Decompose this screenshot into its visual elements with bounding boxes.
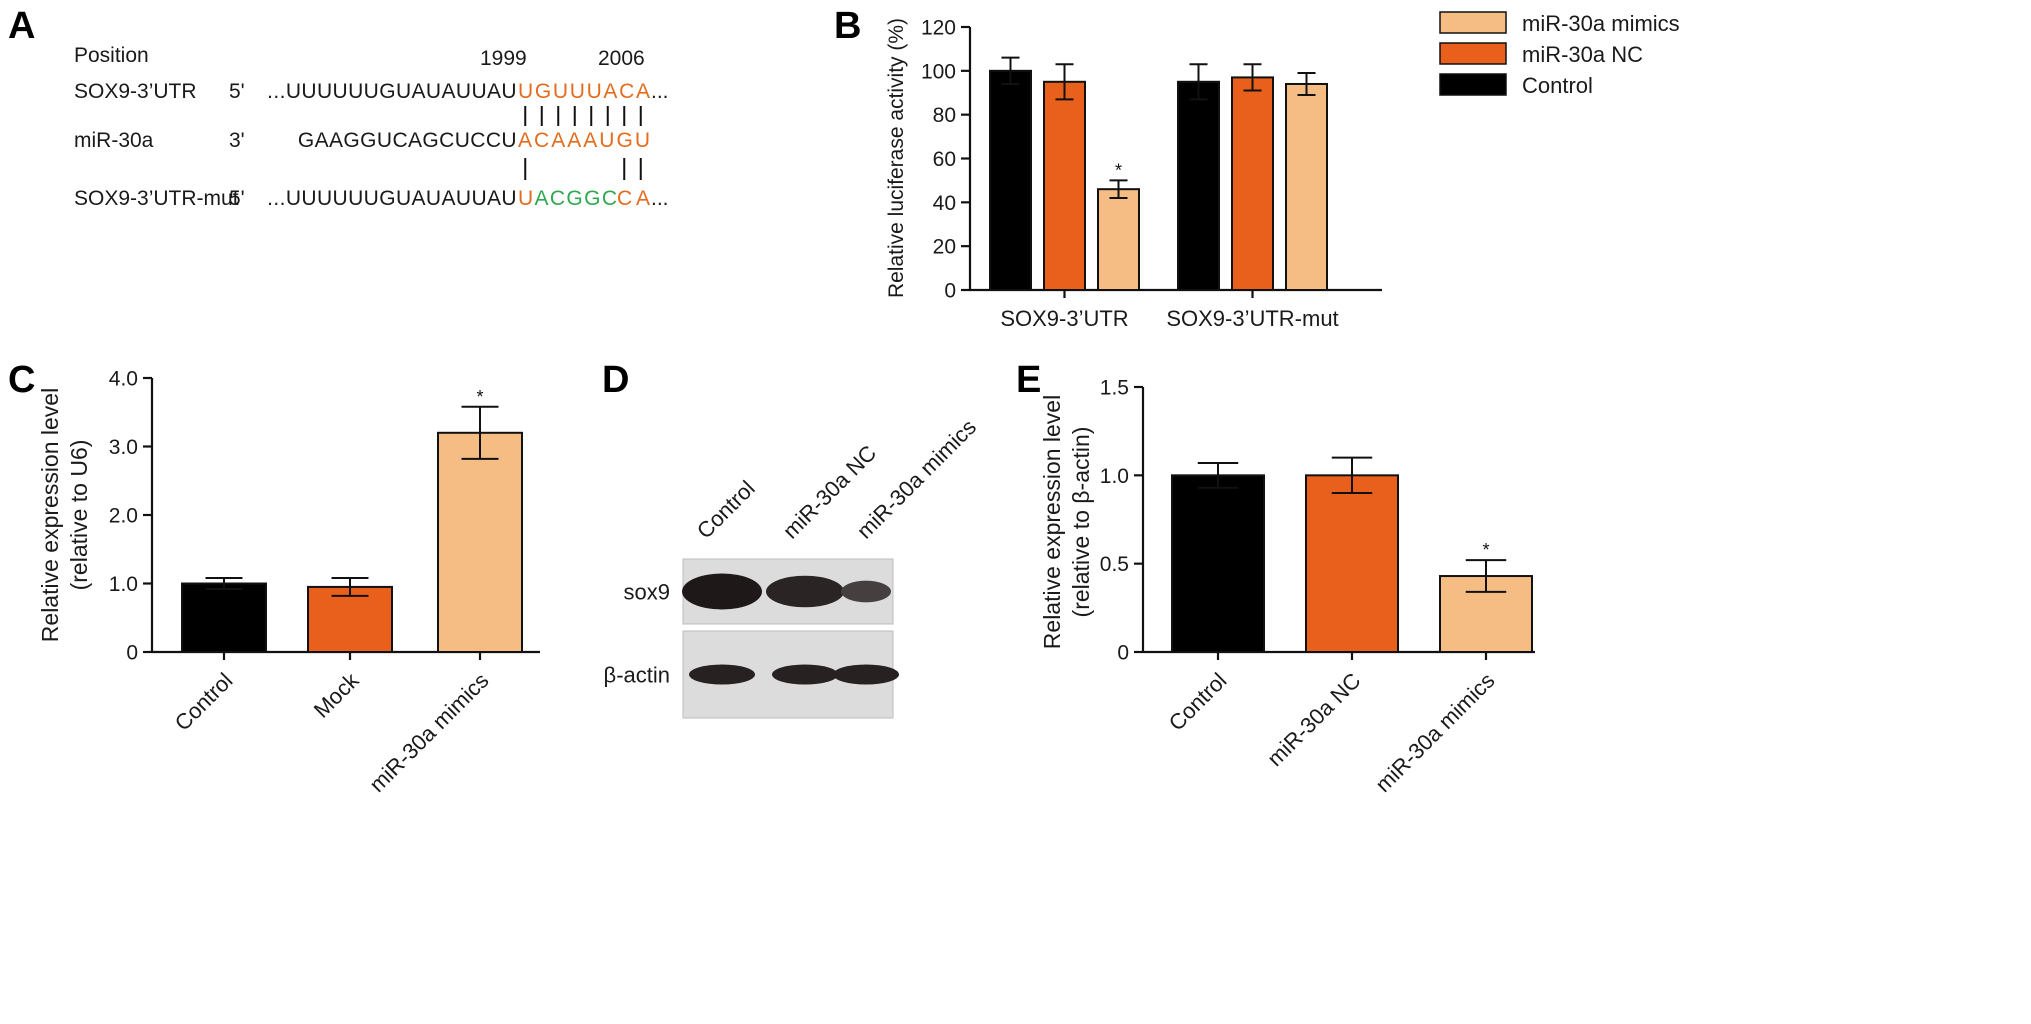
blot-band bbox=[841, 580, 891, 603]
x-tick-label: SOX9-3’UTR-mut bbox=[1166, 306, 1338, 331]
blot-band bbox=[833, 664, 899, 685]
y-axis-label-line: Relative luciferase activity (%) bbox=[885, 18, 908, 298]
y-tick-label: 1.0 bbox=[1100, 465, 1129, 488]
bar bbox=[181, 582, 267, 653]
y-axis-label: Relative expression level (relative to U6… bbox=[37, 388, 92, 642]
sequence-row-name: SOX9-3’UTR bbox=[74, 80, 197, 103]
bar bbox=[1231, 76, 1274, 291]
legend-swatch bbox=[1439, 42, 1507, 65]
blot-row-label: β-actin bbox=[604, 663, 670, 688]
sequence-row-end: 3' bbox=[229, 129, 245, 152]
bar bbox=[1285, 82, 1328, 291]
x-tick-label: miR-30a NC bbox=[1262, 668, 1365, 771]
y-tick-label: 60 bbox=[933, 148, 956, 171]
y-axis-label-line: Relative expression level bbox=[37, 388, 63, 642]
position-label: Position bbox=[74, 44, 149, 67]
sequence-orange-segment: UGUUUACA bbox=[518, 80, 650, 103]
y-tick-label: 0 bbox=[1117, 642, 1129, 665]
bar bbox=[437, 431, 523, 653]
sequence-row-name: SOX9-3’UTR-mut bbox=[74, 187, 239, 210]
position-start: 1999 bbox=[480, 47, 527, 70]
legend-label: miR-30a mimics bbox=[1522, 11, 1680, 36]
legend-swatch bbox=[1439, 73, 1507, 96]
x-tick-label: Control bbox=[1164, 668, 1232, 736]
y-tick-label: 20 bbox=[933, 236, 956, 259]
blot-lane-label: miR-30a mimics bbox=[852, 414, 981, 543]
y-tick-label: 1.0 bbox=[109, 573, 138, 596]
y-tick-label: 40 bbox=[933, 192, 956, 215]
x-tick-label: SOX9-3’UTR bbox=[1000, 306, 1128, 331]
bar bbox=[1171, 474, 1265, 654]
bar bbox=[1177, 80, 1220, 291]
significance-mark: * bbox=[1482, 540, 1489, 560]
bar bbox=[1043, 80, 1086, 291]
y-tick-label: 80 bbox=[933, 104, 956, 127]
y-axis-label: Relative expression level (relative to β-… bbox=[1039, 395, 1094, 649]
y-axis-label-line: Relative expression level bbox=[1039, 395, 1065, 649]
significance-mark: * bbox=[476, 387, 483, 407]
bar bbox=[989, 69, 1032, 292]
sequence-suffix: ... bbox=[651, 80, 669, 103]
panel-c-expression-u6-chart: 0 1.0 2.0 3.0 4.0 Control Mock * miR-30a mimics R… bbox=[37, 368, 540, 797]
sequence-row-end: 5' bbox=[229, 187, 245, 210]
panel-b-luciferase-chart: 0 20 40 60 80 100 120 * SOX9-3’UTR SOX9-3’UTR-mut… bbox=[885, 11, 1680, 331]
y-axis-label: Relative luciferase activity (%) bbox=[885, 18, 908, 298]
x-tick-label: Mock bbox=[309, 667, 365, 723]
panel-letter-c: C bbox=[8, 359, 35, 401]
sequence-suffix: ... bbox=[651, 187, 669, 210]
sequence-prefix: ...UUUUUUGUAUAUUAU bbox=[267, 80, 517, 103]
legend-label: Control bbox=[1522, 73, 1593, 98]
blot-band bbox=[682, 573, 762, 610]
y-tick-label: 1.5 bbox=[1100, 377, 1129, 400]
x-tick-label: Control bbox=[170, 668, 238, 736]
panel-letter-d: D bbox=[602, 359, 629, 401]
bar bbox=[1305, 474, 1399, 654]
y-tick-label: 0 bbox=[126, 642, 138, 665]
position-end: 2006 bbox=[598, 47, 645, 70]
sequence-orange-segment: ACAAAUGU bbox=[518, 129, 650, 152]
sequence-prefix: GAAGGUCAGCUCCU bbox=[298, 129, 517, 152]
sequence-row-end: 5' bbox=[229, 80, 245, 103]
y-tick-label: 0.5 bbox=[1100, 553, 1129, 576]
x-tick-label: miR-30a mimics bbox=[364, 668, 493, 797]
y-tick-label: 100 bbox=[921, 60, 956, 83]
significance-mark: * bbox=[1115, 160, 1122, 180]
panel-letter-a: A bbox=[8, 5, 35, 47]
panel-letter-b: B bbox=[834, 5, 861, 47]
legend-label: miR-30a NC bbox=[1522, 42, 1643, 67]
y-axis-label-subline: (relative to U6) bbox=[66, 440, 92, 591]
y-tick-label: 120 bbox=[921, 17, 956, 40]
y-tick-label: 4.0 bbox=[109, 368, 138, 391]
blot-lane-label: Control bbox=[692, 476, 760, 544]
sequence-orange-segment: CA bbox=[617, 187, 650, 210]
x-tick-label: miR-30a mimics bbox=[1370, 668, 1499, 797]
panel-letters: A B C D E bbox=[8, 5, 1041, 401]
y-tick-label: 0 bbox=[944, 280, 956, 303]
legend-swatch bbox=[1439, 11, 1507, 34]
sequence-row-name: miR-30a bbox=[74, 129, 154, 152]
sequence-prefix: ...UUUUUUGUAUAUUAU bbox=[267, 187, 517, 210]
y-tick-label: 2.0 bbox=[109, 505, 138, 528]
sequence-orange-segment: U bbox=[518, 187, 533, 210]
bar bbox=[1097, 188, 1140, 291]
bar bbox=[307, 585, 393, 653]
blot-band bbox=[689, 664, 755, 685]
panel-letter-e: E bbox=[1016, 359, 1041, 401]
sequence-green-segment: ACGGC bbox=[535, 187, 618, 210]
blot-band bbox=[772, 664, 838, 685]
blot-band bbox=[766, 575, 844, 608]
panel-a-sequence-alignment: Position 1999 2006 SOX9-3’UTR 5' ...UUUUUUGUA… bbox=[74, 44, 669, 210]
blot-row-label: sox9 bbox=[624, 580, 670, 605]
y-axis-label-subline: (relative to β-actin) bbox=[1068, 427, 1094, 618]
y-tick-label: 3.0 bbox=[109, 436, 138, 459]
panel-e-expression-actin-chart: 0 0.5 1.0 1.5 Control miR-30a NC * miR-30a mimi… bbox=[1039, 377, 1535, 797]
